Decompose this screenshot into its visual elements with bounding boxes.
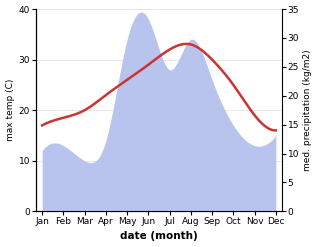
Y-axis label: max temp (C): max temp (C): [5, 79, 15, 141]
Y-axis label: med. precipitation (kg/m2): med. precipitation (kg/m2): [303, 49, 313, 171]
X-axis label: date (month): date (month): [120, 231, 198, 242]
